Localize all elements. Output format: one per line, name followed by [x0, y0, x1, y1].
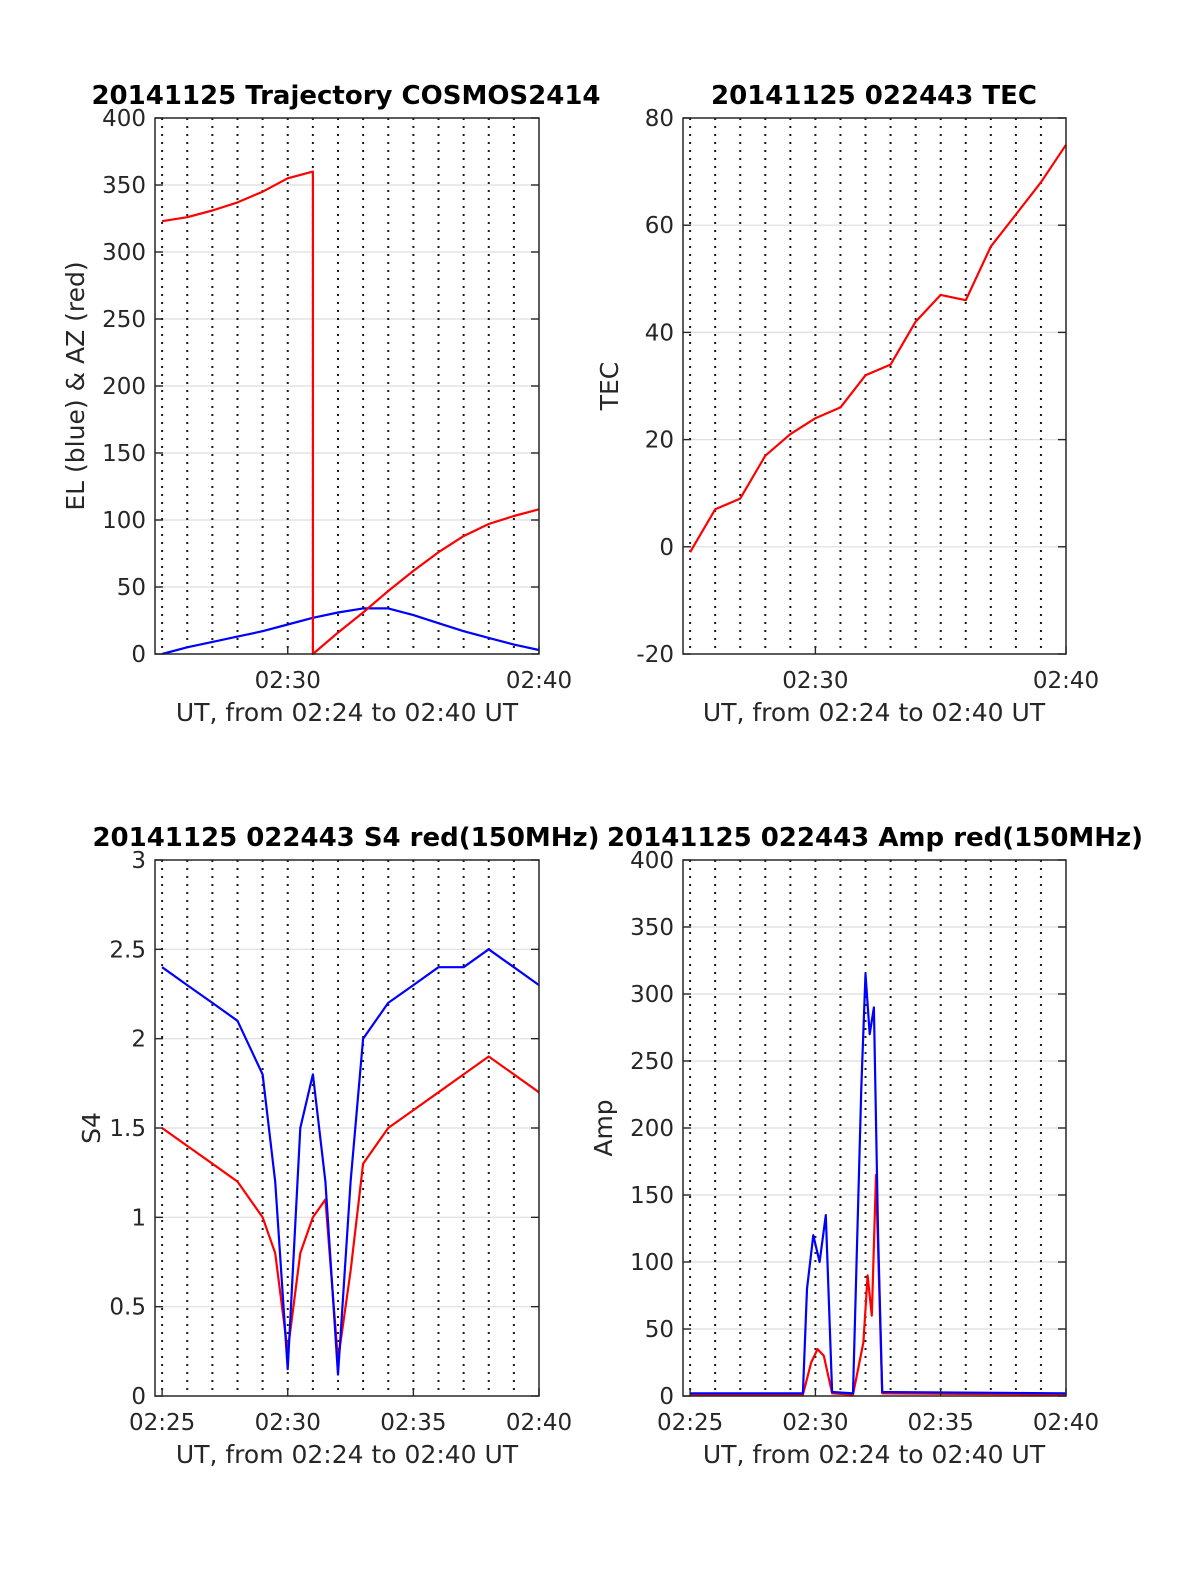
x-tick-label: 02:35 [380, 1410, 446, 1436]
y-tick-label: 150 [102, 441, 146, 467]
trajectory-ticks: 0 50 100 150 200 250 300 350 400 02:30 02:40 [102, 106, 572, 694]
y-tick-label: 50 [117, 575, 146, 601]
amp-title: 20141125 022443 Amp red(150MHz) [607, 823, 1143, 853]
y-tick-label: 300 [102, 240, 146, 266]
panel-s4: 20141125 022443 S4 red(150MHz) 0 0.5 1 1.5 2… [77, 823, 600, 1469]
y-tick-label: 0 [659, 1384, 674, 1410]
y-tick-label: 2 [131, 1027, 146, 1053]
y-tick-label: 100 [630, 1250, 674, 1276]
x-tick-label: 02:40 [1033, 668, 1099, 694]
tec-xlabel: UT, from 02:24 to 02:40 UT [703, 698, 1046, 727]
trajectory-title: 20141125 Trajectory COSMOS2414 [91, 81, 600, 111]
s4-series [161, 948, 540, 1376]
amp-series [690, 972, 1067, 1396]
y-tick-label: 300 [630, 982, 674, 1008]
x-tick-label: 02:30 [255, 1410, 321, 1436]
y-tick-label: 80 [645, 106, 674, 132]
tec-ticks: -20 0 20 40 60 80 02:30 02:40 [636, 106, 1099, 694]
amp-xlabel: UT, from 02:24 to 02:40 UT [703, 1440, 1046, 1469]
tec-ylabel: TEC [595, 362, 624, 412]
tec-series [689, 144, 1067, 553]
y-tick-label: -20 [636, 642, 674, 668]
s4-xlabel: UT, from 02:24 to 02:40 UT [176, 1440, 519, 1469]
x-tick-label: 02:35 [908, 1410, 974, 1436]
x-tick-label: 02:25 [129, 1410, 195, 1436]
panel-amp: 20141125 022443 Amp red(150MHz) 0 50 100 15… [589, 823, 1143, 1469]
x-tick-label: 02:40 [1033, 1410, 1099, 1436]
s4-grid [155, 860, 539, 1396]
y-tick-label: 0 [131, 1384, 146, 1410]
panel-tec: 20141125 022443 TEC -20 0 20 40 60 80 02:30 02:… [595, 81, 1099, 727]
y-tick-label: 3 [131, 848, 146, 874]
trajectory-grid [155, 118, 539, 654]
trajectory-series [161, 170, 540, 656]
y-tick-label: 350 [630, 915, 674, 941]
y-tick-label: 100 [102, 508, 146, 534]
x-tick-label: 02:40 [506, 1410, 572, 1436]
series-line-az [161, 170, 540, 656]
panel-trajectory: 20141125 Trajectory COSMOS2414 0 50 100 150… [61, 81, 601, 727]
y-tick-label: 60 [645, 213, 674, 239]
s4-ticks: 0 0.5 1 1.5 2 2.5 3 02:25 02:30 02:35 02:40 [109, 848, 572, 1436]
series-line-tec [689, 144, 1067, 553]
tec-title: 20141125 022443 TEC [711, 81, 1037, 111]
series-line-blue [690, 972, 1067, 1395]
y-tick-label: 20 [645, 428, 674, 454]
y-tick-label: 0 [659, 535, 674, 561]
y-tick-label: 400 [102, 106, 146, 132]
y-tick-label: 1 [131, 1205, 146, 1231]
y-tick-label: 150 [630, 1183, 674, 1209]
series-line-el [161, 607, 540, 656]
y-tick-label: 200 [630, 1116, 674, 1142]
amp-ylabel: Amp [589, 1099, 618, 1156]
y-tick-label: 350 [102, 173, 146, 199]
tec-grid [683, 118, 1066, 654]
y-tick-label: 0 [131, 642, 146, 668]
y-tick-label: 250 [630, 1049, 674, 1075]
x-tick-label: 02:30 [782, 1410, 848, 1436]
amp-grid [683, 860, 1066, 1396]
s4-title: 20141125 022443 S4 red(150MHz) [92, 823, 599, 853]
y-tick-label: 40 [645, 320, 674, 346]
y-tick-label: 1.5 [109, 1116, 146, 1142]
y-tick-label: 0.5 [109, 1295, 146, 1321]
s4-ylabel: S4 [77, 1112, 106, 1144]
amp-ticks: 0 50 100 150 200 250 300 350 400 02:25 02:30 02:35 0… [630, 848, 1099, 1436]
x-tick-label: 02:30 [782, 668, 848, 694]
series-line-blue [161, 948, 540, 1376]
x-tick-label: 02:25 [657, 1410, 723, 1436]
tec-axes-box [682, 117, 1067, 655]
y-tick-label: 250 [102, 307, 146, 333]
y-tick-label: 400 [630, 848, 674, 874]
trajectory-xlabel: UT, from 02:24 to 02:40 UT [176, 698, 519, 727]
trajectory-ylabel: EL (blue) & AZ (red) [61, 261, 90, 510]
y-tick-label: 200 [102, 374, 146, 400]
y-tick-label: 50 [645, 1317, 674, 1343]
x-tick-label: 02:30 [255, 668, 321, 694]
y-tick-label: 2.5 [109, 937, 146, 963]
x-tick-label: 02:40 [506, 668, 572, 694]
